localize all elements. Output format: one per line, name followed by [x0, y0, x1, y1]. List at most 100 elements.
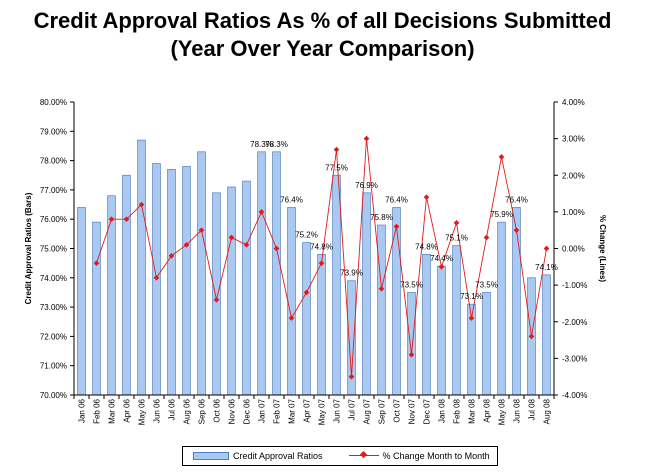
x-tick-label: Jan 08	[438, 398, 447, 423]
bar	[257, 151, 266, 396]
y2-tick-label: 3.00%	[562, 135, 585, 144]
x-tick-label: Jun 08	[513, 398, 522, 423]
pct-change-marker	[363, 135, 370, 142]
x-tick-label: Jul 06	[168, 398, 177, 420]
bar	[197, 151, 206, 396]
pct-change-marker	[183, 242, 190, 248]
y-tick-label: 79.00%	[40, 127, 67, 136]
legend-item-bars: Credit Approval Ratios	[193, 451, 323, 461]
pct-change-marker	[393, 223, 400, 230]
bar-data-label: 74.8%	[310, 242, 333, 251]
x-tick-label: Nov 07	[408, 398, 417, 424]
pct-change-marker	[423, 194, 430, 201]
legend-bar-swatch	[193, 452, 229, 460]
y-tick-label: 74.00%	[40, 274, 67, 283]
pct-change-marker	[123, 216, 130, 223]
chart-title-line1: Credit Approval Ratios As % of all Decis…	[33, 8, 612, 33]
bar	[452, 245, 461, 396]
bar	[77, 207, 86, 396]
bar-data-label: 78.3%	[265, 140, 288, 149]
y-tick-label: 72.00%	[40, 332, 67, 341]
pct-change-marker	[453, 220, 460, 226]
bar-data-label: 74.1%	[535, 263, 558, 272]
bar	[362, 192, 371, 396]
x-tick-label: Jun 06	[153, 398, 162, 423]
bar-data-label: 73.1%	[460, 292, 483, 301]
x-tick-label: Jan 06	[78, 398, 87, 423]
bar-data-label: 73.9%	[340, 269, 363, 278]
bar	[437, 265, 446, 396]
pct-change-marker	[168, 252, 175, 259]
y-tick-label: 71.00%	[40, 362, 67, 371]
x-tick-label: Nov 06	[228, 398, 237, 424]
bar-data-label: 76.4%	[385, 195, 408, 204]
y-tick-label: 78.00%	[40, 157, 67, 166]
bar-data-label: 74.8%	[415, 242, 438, 251]
x-tick-label: Dec 07	[423, 398, 432, 424]
y-tick-label: 80.00%	[40, 98, 67, 107]
y2-axis-title: % Change (Lines)	[598, 215, 607, 282]
bar	[497, 221, 506, 396]
x-tick-label: Dec 06	[243, 398, 252, 424]
x-tick-label: Aug 07	[363, 398, 372, 424]
y2-tick-label: -2.00%	[562, 318, 587, 327]
bar	[122, 174, 131, 396]
pct-change-marker	[243, 242, 250, 248]
y2-tick-label: -3.00%	[562, 354, 587, 363]
bar-data-label: 75.8%	[370, 213, 393, 222]
pct-change-marker	[153, 274, 160, 281]
bar	[512, 207, 521, 396]
x-tick-label: Apr 06	[123, 398, 132, 422]
x-tick-label: Jan 07	[258, 398, 267, 423]
pct-change-marker	[108, 216, 115, 223]
y-tick-label: 70.00%	[40, 391, 67, 400]
bar-data-label: 73.5%	[475, 280, 498, 289]
y2-tick-label: 4.00%	[562, 98, 585, 107]
x-tick-label: Apr 07	[303, 398, 312, 422]
y2-tick-label: 1.00%	[562, 208, 585, 217]
x-tick-label: Sep 06	[198, 398, 207, 424]
legend-line-label: % Change Month to Month	[382, 451, 490, 461]
pct-change-marker	[468, 315, 475, 321]
bar-data-label: 75.9%	[490, 210, 513, 219]
bar	[107, 195, 116, 396]
pct-change-marker	[318, 260, 325, 266]
bar	[482, 292, 491, 396]
pct-change-marker	[288, 315, 295, 321]
bar	[542, 274, 551, 396]
y2-tick-label: -1.00%	[562, 281, 587, 290]
x-tick-label: Aug 08	[543, 398, 552, 424]
y-tick-label: 77.00%	[40, 186, 67, 195]
bar	[167, 169, 176, 396]
bar-data-label: 73.5%	[400, 280, 423, 289]
pct-change-marker	[198, 227, 205, 234]
x-tick-label: Jul 07	[348, 398, 357, 420]
pct-change-marker	[258, 209, 265, 215]
x-tick-label: Jul 08	[528, 398, 537, 420]
pct-change-marker	[483, 234, 490, 241]
legend-line-swatch	[348, 451, 379, 461]
legend-bar-label: Credit Approval Ratios	[233, 451, 323, 461]
x-tick-label: Mar 07	[288, 398, 297, 423]
bar	[422, 254, 431, 396]
pct-change-marker	[543, 245, 550, 252]
x-tick-label: Feb 08	[453, 398, 462, 423]
pct-change-marker	[273, 245, 280, 252]
pct-change-marker	[333, 146, 340, 153]
bar	[302, 242, 311, 396]
bar	[227, 186, 236, 396]
x-tick-label: Aug 06	[183, 398, 192, 424]
y-tick-label: 73.00%	[40, 303, 67, 312]
pct-change-marker	[303, 289, 310, 296]
bar	[407, 292, 416, 396]
x-tick-label: Oct 06	[213, 398, 222, 422]
x-tick-label: Apr 08	[483, 398, 492, 422]
bar-data-label: 76.4%	[280, 195, 303, 204]
chart-legend: Credit Approval Ratios % Change Month to…	[182, 446, 498, 466]
x-tick-label: Oct 07	[393, 398, 402, 422]
pct-change-marker	[93, 260, 100, 266]
y-tick-label: 76.00%	[40, 215, 67, 224]
legend-item-line: % Change Month to Month	[348, 451, 490, 461]
bar	[182, 166, 191, 396]
y2-tick-label: -4.00%	[562, 391, 587, 400]
